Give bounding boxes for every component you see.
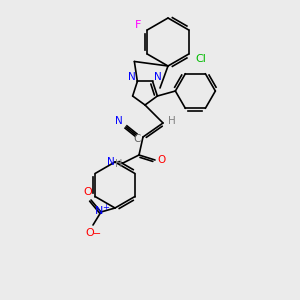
Text: O: O [85,228,94,238]
Text: N: N [128,73,136,82]
Text: C: C [133,134,141,144]
Text: +: + [103,202,110,211]
Text: F: F [135,20,141,30]
Text: N: N [115,116,123,126]
Text: N: N [95,206,103,216]
Text: Cl: Cl [195,54,206,64]
Text: N: N [107,157,115,167]
Text: −: − [93,229,101,239]
Text: H: H [168,116,176,126]
Text: N: N [154,73,161,82]
Text: H: H [115,159,123,169]
Text: O: O [84,187,92,197]
Text: O: O [158,155,166,165]
